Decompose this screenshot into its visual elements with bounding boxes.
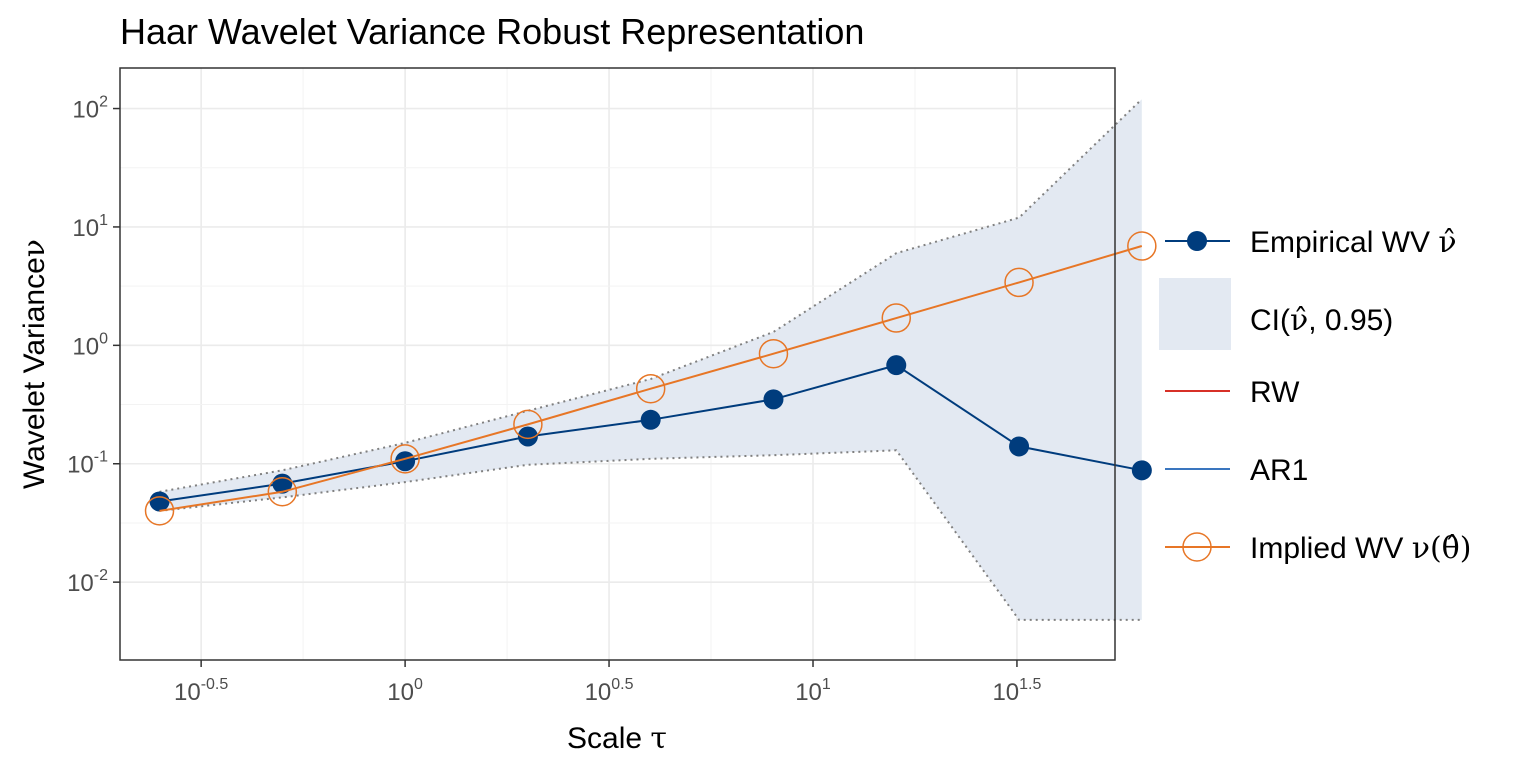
ci-band <box>159 99 1142 620</box>
empirical-wv-point <box>640 409 661 430</box>
legend-symbol-empirical: ν̂ <box>1438 225 1456 260</box>
plot-area <box>119 67 1157 661</box>
legend-item-implied: Implied WV ν(θ̂) <box>1165 531 1471 566</box>
legend: Empirical WV ν̂ CI(ν̂, 0.95) RW AR1 Impl… <box>1159 225 1471 566</box>
x-tick-label: 100.5 <box>585 676 634 706</box>
implied-wv-line <box>159 245 1143 512</box>
y-tick-label: 101 <box>72 212 108 242</box>
legend-label-empirical: Empirical WV <box>1250 226 1430 259</box>
implied-wv-point <box>144 496 175 526</box>
svg-text:Implied WV ν(θ̂): Implied WV ν(θ̂) <box>1250 531 1471 566</box>
y-axis: 102 101 100 10-1 10-2 <box>67 94 120 597</box>
x-tick-label: 100 <box>387 676 423 706</box>
legend-label-ar1: AR1 <box>1250 454 1308 487</box>
empirical-wv-point <box>763 389 784 410</box>
y-tick-label: 10-1 <box>67 449 108 479</box>
series-implied-wv <box>144 231 1157 526</box>
legend-key-ci <box>1159 278 1231 350</box>
implied-wv-point <box>758 338 789 369</box>
x-tick-label: 10-0.5 <box>174 676 228 706</box>
empirical-wv-point <box>1009 436 1030 457</box>
implied-wv-point <box>390 444 420 474</box>
empirical-wv-point <box>886 355 907 376</box>
legend-item-rw: RW <box>1165 376 1300 409</box>
implied-wv-point <box>267 477 298 507</box>
x-tick-label: 101.5 <box>992 676 1041 706</box>
y-tick-label: 100 <box>72 330 108 360</box>
y-axis-title: Wavelet Varianceν <box>17 239 52 489</box>
empirical-wv-point <box>1131 460 1152 481</box>
legend-key-empirical-point <box>1187 231 1207 251</box>
x-axis: 10-0.5 100 100.5 101 101.5 <box>174 660 1042 706</box>
series-empirical-wv <box>149 355 1152 512</box>
implied-wv-point <box>1004 267 1034 298</box>
plot-border <box>119 67 1116 661</box>
svg-text:CI(ν̂, 0.95): CI(ν̂, 0.95) <box>1250 303 1393 338</box>
legend-label-implied: Implied WV <box>1250 532 1403 565</box>
implied-wv-point <box>1127 231 1157 261</box>
implied-wv-point <box>881 303 912 333</box>
legend-label-rw: RW <box>1250 376 1300 409</box>
chart-title: Haar Wavelet Variance Robust Representat… <box>120 11 864 52</box>
legend-key-implied-point <box>1182 532 1212 562</box>
legend-item-ar1: AR1 <box>1165 454 1308 487</box>
implied-wv-point <box>513 409 543 440</box>
legend-suffix-ci: , 0.95) <box>1308 304 1393 337</box>
legend-symbol-ci: ν̂ <box>1290 303 1308 338</box>
legend-symbol-implied: ν(θ̂) <box>1412 531 1472 566</box>
empirical-wv-point <box>395 451 416 472</box>
empirical-wv-point <box>517 426 538 447</box>
legend-item-empirical: Empirical WV ν̂ <box>1165 225 1457 260</box>
x-axis-title: Scale τ <box>567 721 667 756</box>
empirical-wv-point <box>149 491 170 512</box>
legend-label-ci: CI( <box>1250 304 1290 337</box>
y-tick-label: 102 <box>72 94 108 124</box>
legend-item-ci: CI(ν̂, 0.95) <box>1159 278 1393 350</box>
implied-wv-point <box>635 373 666 404</box>
ci-upper-bound <box>159 98 1143 493</box>
y-tick-label: 10-2 <box>67 567 108 597</box>
svg-text:Empirical WV ν̂: Empirical WV ν̂ <box>1250 225 1457 260</box>
x-tick-label: 101 <box>795 676 831 706</box>
